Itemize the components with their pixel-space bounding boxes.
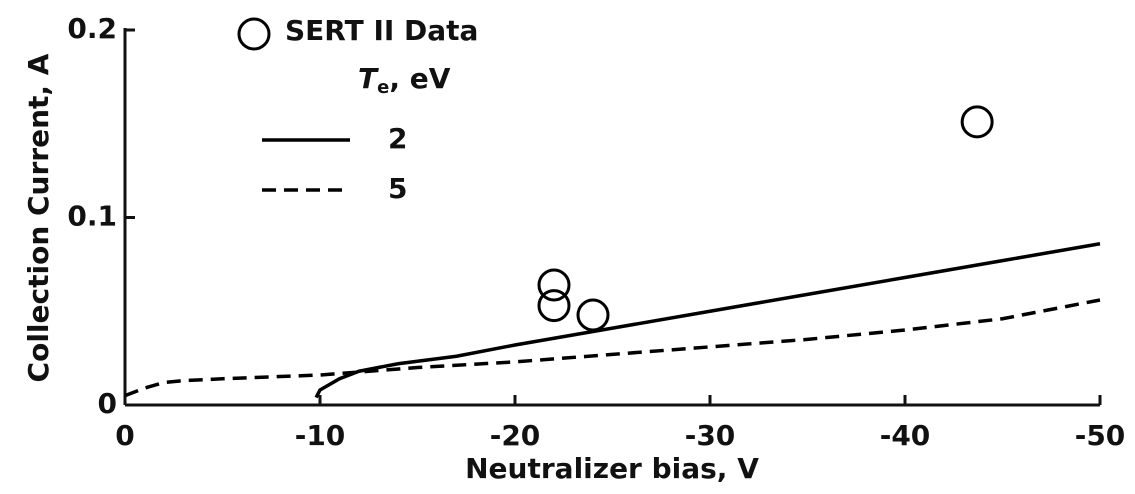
line-series <box>124 298 1101 398</box>
legend-title: Te, eV <box>358 62 451 98</box>
x-tick-label: 0 <box>115 419 134 452</box>
data-point <box>537 268 571 302</box>
x-tick-label: -30 <box>685 419 736 452</box>
y-axis-label: Collection Current, A <box>22 53 55 382</box>
y-tick-label: 0.1 <box>67 200 117 233</box>
x-tick-label: -10 <box>295 419 346 452</box>
line-series <box>314 242 1101 399</box>
y-tick-label: 0 <box>98 387 117 420</box>
data-point <box>576 298 610 332</box>
x-axis-label: Neutralizer bias, V <box>465 452 759 485</box>
legend-marker <box>237 17 271 51</box>
legend-title-rest: , eV <box>389 62 450 95</box>
legend-title-subscript: e <box>377 77 389 98</box>
x-tick-label: -20 <box>490 419 541 452</box>
y-tick-label: 0.2 <box>67 12 117 45</box>
data-point <box>960 105 994 139</box>
data-point <box>537 289 571 323</box>
legend-label: SERT II Data <box>285 14 478 47</box>
legend-title-symbol: T <box>358 62 379 95</box>
x-tick-label: -40 <box>880 419 931 452</box>
legend-label: 2 <box>388 122 407 155</box>
legend-label: 5 <box>388 172 407 205</box>
x-tick-label: -50 <box>1075 419 1126 452</box>
